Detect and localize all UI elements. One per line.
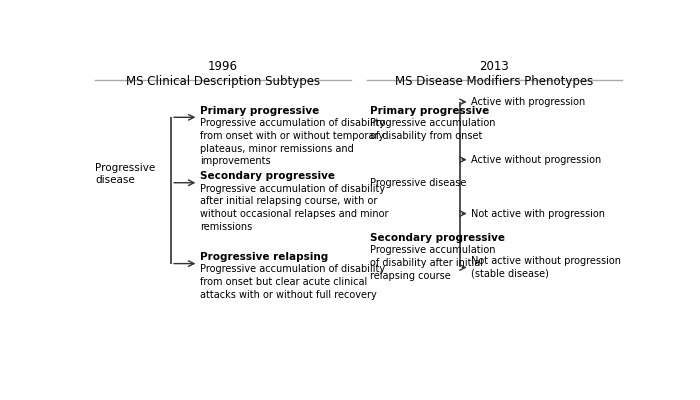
Text: Progressive disease: Progressive disease	[370, 178, 467, 188]
Text: Active with progression: Active with progression	[471, 97, 585, 107]
Text: Progressive relapsing: Progressive relapsing	[200, 252, 328, 262]
Text: Not active without progression
(stable disease): Not active without progression (stable d…	[471, 256, 621, 279]
Text: Progressive
disease: Progressive disease	[95, 163, 155, 186]
Text: Progressive accumulation of disability
after initial relapsing course, with or
w: Progressive accumulation of disability a…	[200, 184, 388, 232]
Text: Secondary progressive: Secondary progressive	[200, 171, 335, 181]
Text: Progressive accumulation of disability
from onset with or without temporary
plat: Progressive accumulation of disability f…	[200, 118, 385, 166]
Text: Primary progressive: Primary progressive	[370, 106, 489, 116]
Text: Progressive accumulation of disability
from onset but clear acute clinical
attac: Progressive accumulation of disability f…	[200, 264, 385, 300]
Text: Progressive accumulation
of disability after initial
relapsing course: Progressive accumulation of disability a…	[370, 245, 496, 281]
Text: 1996
MS Clinical Description Subtypes: 1996 MS Clinical Description Subtypes	[126, 60, 320, 88]
Text: Progressive accumulation
of disability from onset: Progressive accumulation of disability f…	[370, 118, 496, 141]
Text: Primary progressive: Primary progressive	[200, 106, 319, 116]
Text: Not active with progression: Not active with progression	[471, 208, 605, 218]
Text: 2013
MS Disease Modifiers Phenotypes: 2013 MS Disease Modifiers Phenotypes	[395, 60, 594, 88]
Text: Active without progression: Active without progression	[471, 155, 601, 165]
Text: Secondary progressive: Secondary progressive	[370, 233, 505, 243]
